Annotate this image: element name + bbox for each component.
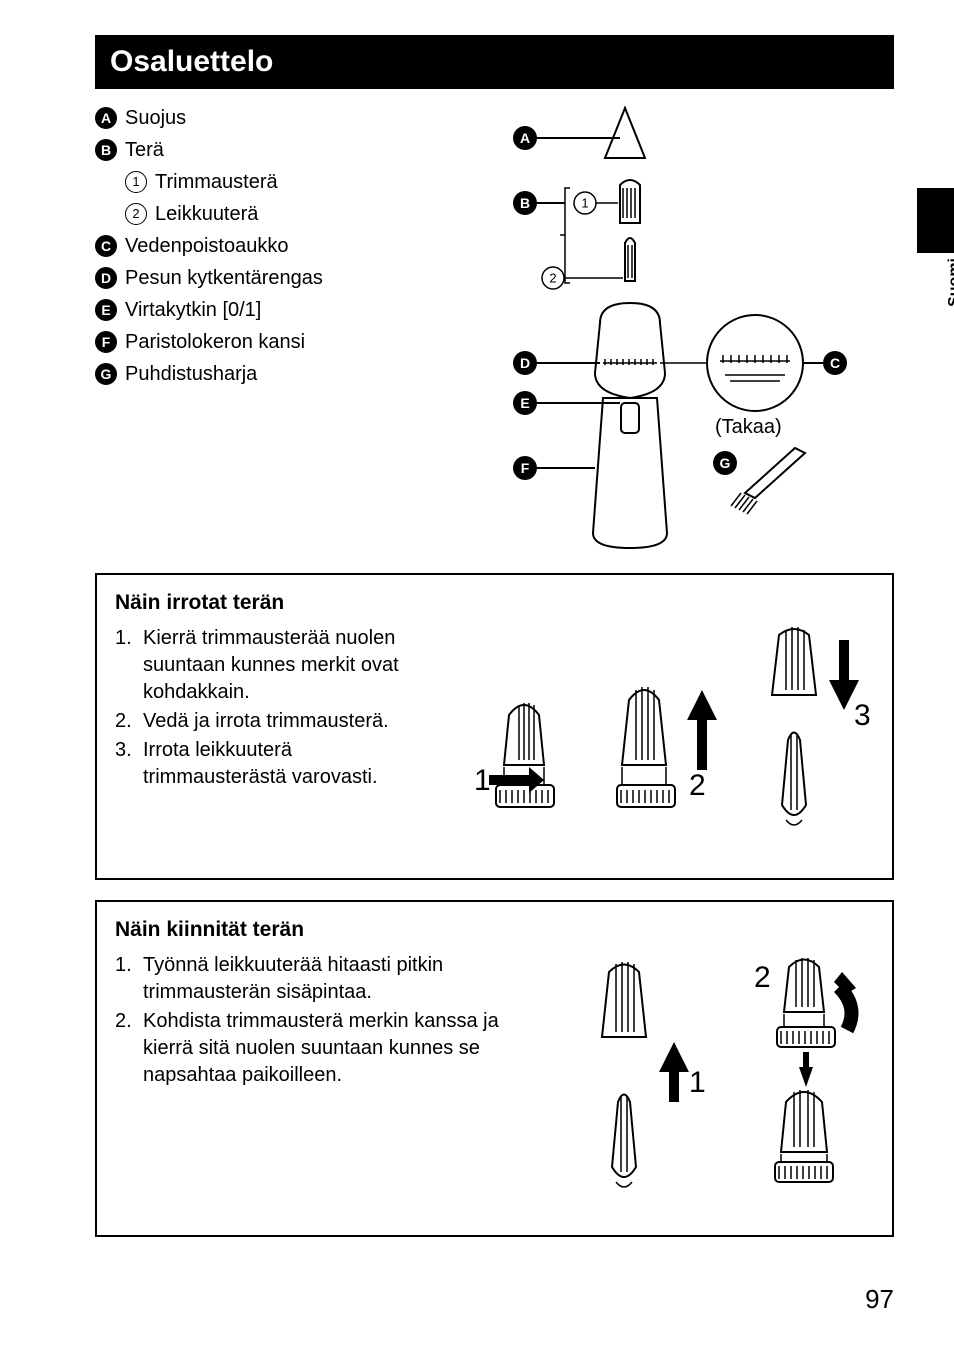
svg-text:1: 1	[689, 1066, 706, 1099]
svg-text:D: D	[520, 355, 530, 371]
parts-overview: A Suojus B Terä 1 Trimmausterä 2 Leikkuuterä…	[95, 103, 894, 553]
badge-c: C	[95, 235, 117, 257]
detach-step-2: Vedä ja irrota trimmausterä.	[143, 708, 419, 735]
svg-text:A: A	[520, 130, 530, 146]
attach-title: Näin kiinnität terän	[115, 918, 874, 942]
part-g-label: Puhdistusharja	[125, 359, 257, 389]
badge-a: A	[95, 107, 117, 129]
attach-steps: 1.Työnnä leikkuuterää hitaasti pitkin tr…	[115, 952, 549, 1217]
badge-d: D	[95, 267, 117, 289]
badge-2: 2	[125, 203, 147, 225]
attach-step-2: Kohdista trimmausterä merkin kanssa ja k…	[143, 1008, 549, 1089]
part-d-label: Pesun kytkentärengas	[125, 263, 323, 293]
svg-text:3: 3	[854, 699, 871, 732]
detach-step-3: Irrota leikkuuterä trimmausterästä varov…	[143, 737, 419, 791]
detach-box: Näin irrotat terän 1.Kierrä trimmausterä…	[95, 573, 894, 880]
attach-illustration: 1 2	[564, 952, 874, 1217]
svg-text:2: 2	[689, 769, 706, 802]
svg-text:F: F	[521, 460, 530, 476]
part-b-label: Terä	[125, 135, 164, 165]
detach-illustration: 1 2 3	[434, 625, 874, 860]
attach-step-1: Työnnä leikkuuterää hitaasti pitkin trim…	[143, 952, 549, 1006]
part-c-label: Vedenpoistoaukko	[125, 231, 288, 261]
rear-label: (Takaa)	[715, 416, 782, 438]
svg-text:E: E	[520, 395, 529, 411]
detach-title: Näin irrotat terän	[115, 591, 874, 615]
svg-text:C: C	[830, 355, 840, 371]
language-label: Suomi	[946, 258, 954, 307]
badge-f: F	[95, 331, 117, 353]
part-e-label: Virtakytkin [0/1]	[125, 295, 261, 325]
svg-text:G: G	[720, 455, 731, 471]
badge-g: G	[95, 363, 117, 385]
svg-text:1: 1	[581, 196, 588, 211]
badge-e: E	[95, 299, 117, 321]
section-title: Osaluettelo	[95, 35, 894, 89]
parts-list: A Suojus B Terä 1 Trimmausterä 2 Leikkuuterä…	[95, 103, 405, 553]
svg-text:1: 1	[474, 764, 491, 797]
manual-page: Osaluettelo A Suojus B Terä 1 Trimmausterä …	[0, 0, 954, 1272]
detach-step-1: Kierrä trimmausterää nuolen suuntaan kun…	[143, 625, 419, 706]
part-f-label: Paristolokeron kansi	[125, 327, 305, 357]
svg-text:2: 2	[549, 271, 556, 286]
attach-box: Näin kiinnität terän 1.Työnnä leikkuuter…	[95, 900, 894, 1237]
tab-marker	[917, 188, 954, 253]
detach-steps: 1.Kierrä trimmausterää nuolen suuntaan k…	[115, 625, 419, 860]
svg-text:2: 2	[754, 961, 771, 994]
page-number: 97	[865, 1284, 894, 1315]
badge-1: 1	[125, 171, 147, 193]
language-tab: Suomi	[917, 188, 954, 318]
part-b2-label: Leikkuuterä	[155, 199, 258, 229]
part-b1-label: Trimmausterä	[155, 167, 278, 197]
parts-diagram: A B 1 2 D	[425, 103, 894, 553]
svg-text:B: B	[520, 195, 530, 211]
badge-b: B	[95, 139, 117, 161]
part-a-label: Suojus	[125, 103, 186, 133]
